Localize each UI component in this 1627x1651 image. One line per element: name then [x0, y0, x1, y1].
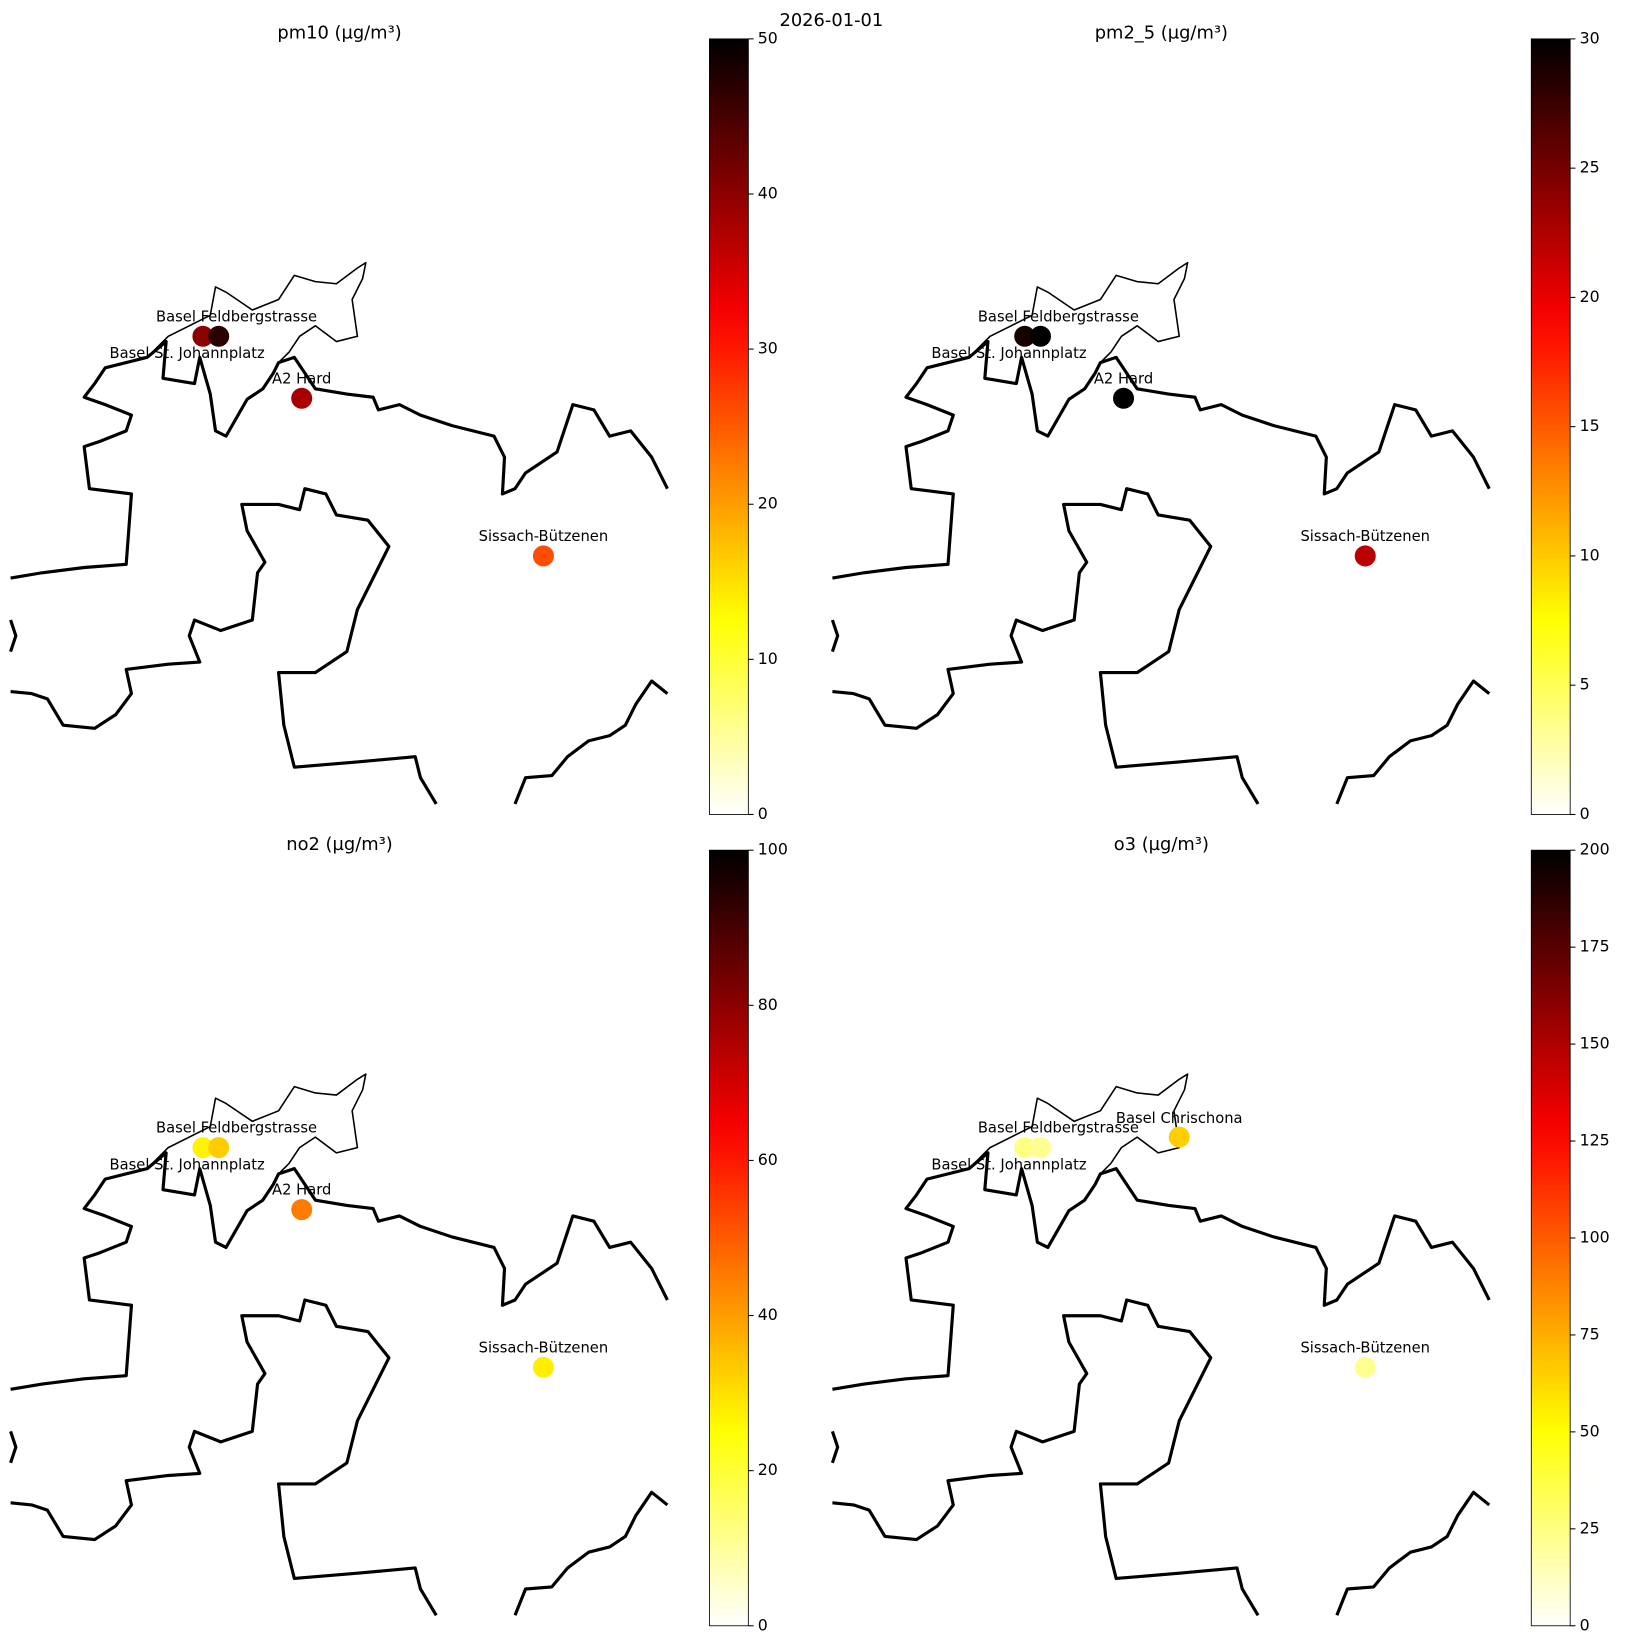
station-label: Basel Feldbergstrasse	[156, 308, 317, 325]
colorbar-tick-label: 30	[1580, 28, 1600, 47]
colorbar-tick-label: 80	[758, 995, 778, 1014]
colorbar-tick-label: 20	[1580, 287, 1600, 306]
colorbar-tick-label: 10	[1580, 545, 1600, 564]
map-panel: pm10 (µg/m³) 0 10 20 30 40 50 Basel St. Johannp…	[9, 23, 778, 823]
station-marker	[1029, 325, 1052, 347]
station-marker	[532, 545, 554, 567]
colorbar-tick-label: 10	[758, 649, 778, 668]
panel-title: pm2_5 (µg/m³)	[1095, 23, 1228, 44]
colorbar-tick-label: 100	[758, 840, 788, 859]
station-label: Basel Chrischona	[1116, 1110, 1243, 1127]
colorbar-tick-label: 0	[1580, 804, 1590, 823]
colorbar-tick-label: 200	[1580, 840, 1610, 859]
colorbar-tick-label: 40	[758, 1305, 778, 1324]
colorbar-tick-label: 175	[1580, 937, 1610, 956]
colorbar	[1530, 38, 1571, 815]
station-marker	[1168, 1126, 1190, 1148]
station-marker	[1354, 545, 1376, 567]
station-label: A2 Hard	[272, 1182, 331, 1199]
colorbar-tick-label: 0	[758, 1615, 768, 1634]
colorbar-tick-label: 25	[1580, 1518, 1600, 1537]
station-label: Basel St. Johannplatz	[110, 1156, 265, 1173]
station-label: Sissach-Bützenen	[479, 528, 609, 545]
colorbar-tick-label: 75	[1580, 1324, 1600, 1343]
colorbar	[1530, 849, 1571, 1627]
station-marker	[1014, 325, 1036, 347]
station-label: Basel Feldbergstrasse	[978, 1120, 1139, 1137]
station-label: Basel St. Johannplatz	[110, 345, 265, 362]
map-panel: no2 (µg/m³) 0 20 40 60 80 100 Basel St. Johannp…	[9, 834, 788, 1634]
station-label: Sissach-Bützenen	[1300, 528, 1430, 545]
station-label: Basel Feldbergstrasse	[978, 308, 1139, 325]
station-marker	[291, 387, 313, 409]
colorbar-tick-label: 0	[758, 804, 768, 823]
colorbar-tick-label: 125	[1580, 1131, 1610, 1150]
station-label: A2 Hard	[1094, 370, 1153, 387]
colorbar-tick-label: 50	[1580, 1421, 1600, 1440]
colorbar-tick-label: 30	[758, 339, 778, 358]
station-marker	[291, 1199, 313, 1221]
colorbar-tick-label: 40	[758, 184, 778, 203]
colorbar-tick-label: 25	[1580, 158, 1600, 177]
station-marker	[1014, 1137, 1036, 1159]
station-marker	[192, 325, 214, 347]
colorbar-tick-label: 60	[758, 1150, 778, 1169]
map-panel: pm2_5 (µg/m³) 0 5 10 15 20 25 30 Basel St. Johan…	[830, 23, 1600, 823]
panel-title: no2 (µg/m³)	[286, 834, 392, 855]
station-marker	[1029, 1137, 1052, 1159]
suptitle: 2026-01-01	[779, 10, 883, 31]
colorbar-tick-label: 150	[1580, 1034, 1610, 1053]
colorbar-tick-label: 5	[1580, 675, 1590, 694]
station-marker	[208, 1137, 230, 1159]
station-marker	[1113, 387, 1135, 409]
station-marker	[192, 1137, 214, 1159]
colorbar-tick-label: 0	[1580, 1615, 1590, 1634]
station-marker	[532, 1356, 554, 1378]
colorbar-tick-label: 100	[1580, 1227, 1610, 1246]
colorbar-tick-label: 20	[758, 494, 778, 513]
panel-title: o3 (µg/m³)	[1114, 834, 1209, 855]
station-marker	[208, 325, 230, 347]
station-marker	[1354, 1356, 1376, 1378]
station-label: Basel St. Johannplatz	[931, 1156, 1086, 1173]
station-label: Sissach-Bützenen	[479, 1339, 609, 1356]
colorbar-tick-label: 50	[758, 28, 778, 47]
colorbar-tick-label: 20	[758, 1460, 778, 1479]
station-label: Sissach-Bützenen	[1300, 1339, 1430, 1356]
station-label: Basel St. Johannplatz	[931, 345, 1086, 362]
colorbar	[709, 849, 749, 1627]
station-label: A2 Hard	[272, 370, 331, 387]
panel-title: pm10 (µg/m³)	[277, 23, 401, 44]
station-label: Basel Feldbergstrasse	[156, 1120, 317, 1137]
colorbar-tick-label: 15	[1580, 416, 1600, 435]
colorbar	[709, 38, 749, 815]
map-panel: o3 (µg/m³) 0 25 50 75 100 125 150 175 200 Basel St…	[830, 834, 1610, 1634]
